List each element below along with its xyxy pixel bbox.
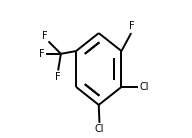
Text: F: F bbox=[129, 21, 135, 31]
Text: F: F bbox=[39, 49, 45, 59]
Text: F: F bbox=[42, 31, 47, 41]
Text: Cl: Cl bbox=[139, 82, 149, 92]
Text: Cl: Cl bbox=[95, 124, 104, 134]
Text: F: F bbox=[55, 72, 61, 82]
